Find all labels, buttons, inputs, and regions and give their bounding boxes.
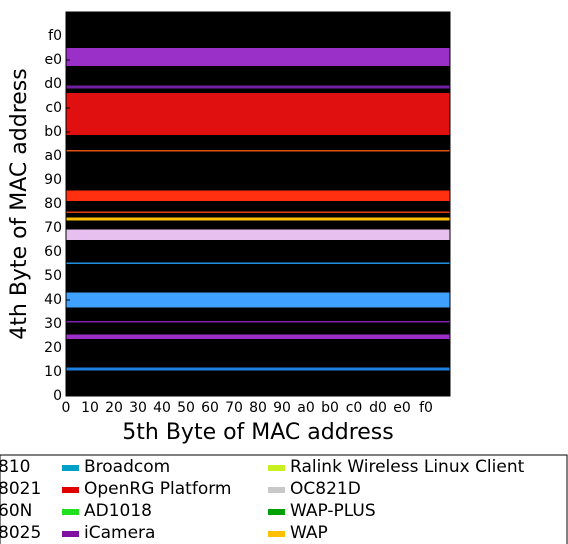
band xyxy=(66,150,450,152)
y-tick-label: 40 xyxy=(44,292,62,308)
band xyxy=(66,321,450,323)
legend-swatch xyxy=(268,531,285,537)
legend-box xyxy=(0,454,568,544)
legend-label: Broadcom xyxy=(84,457,170,477)
y-tick-label: e0 xyxy=(44,52,62,68)
band xyxy=(66,190,450,201)
band xyxy=(66,229,450,240)
legend-label: OpenRG Platform xyxy=(84,479,232,499)
x-axis-label: 5th Byte of MAC address xyxy=(122,420,393,445)
band xyxy=(66,292,450,308)
band xyxy=(66,211,450,213)
legend-swatch xyxy=(62,509,79,515)
x-tick-label: 80 xyxy=(249,400,267,416)
band xyxy=(66,93,450,135)
legend-swatch xyxy=(62,465,79,471)
y-tick-label: a0 xyxy=(45,148,63,164)
y-tick-label: 70 xyxy=(44,220,62,236)
y-tick-label: 0 xyxy=(53,388,62,404)
x-tick-label: b0 xyxy=(321,400,339,416)
y-tick-label: f0 xyxy=(48,28,62,44)
band xyxy=(66,367,450,371)
plot-background xyxy=(66,12,450,396)
x-tick-label: 30 xyxy=(129,400,147,416)
legend-label: 60N xyxy=(0,501,32,521)
x-tick-label: 50 xyxy=(177,400,195,416)
legend-label: WAP xyxy=(290,523,328,543)
band xyxy=(66,262,450,264)
y-tick-label: 20 xyxy=(44,340,62,356)
y-tick-label: 50 xyxy=(44,268,62,284)
legend-label: 810 xyxy=(0,457,30,477)
y-tick-label: 30 xyxy=(44,316,62,332)
x-tick-label: 90 xyxy=(273,400,291,416)
legend-label: AD1018 xyxy=(84,501,152,521)
x-tick-label: c0 xyxy=(346,400,363,416)
x-tick-label: 60 xyxy=(201,400,219,416)
legend-label: WAP-PLUS xyxy=(290,501,376,521)
legend-label: Ralink Wireless Linux Client xyxy=(290,457,525,477)
x-tick-label: 20 xyxy=(105,400,123,416)
x-tick-label: a0 xyxy=(297,400,315,416)
x-tick-label: 0 xyxy=(62,400,71,416)
y-tick-label: b0 xyxy=(44,124,62,140)
legend-swatch xyxy=(62,531,79,537)
legend-swatch xyxy=(268,509,285,515)
x-tick-label: 70 xyxy=(225,400,243,416)
legend-label: 8025 xyxy=(0,523,41,543)
x-tick-label: 10 xyxy=(81,400,99,416)
band xyxy=(66,334,450,339)
y-tick-label: d0 xyxy=(44,76,62,92)
x-tick-label: d0 xyxy=(369,400,387,416)
y-tick-label: 80 xyxy=(44,196,62,212)
band xyxy=(66,48,450,66)
legend-swatch xyxy=(62,487,79,493)
y-tick-label: 90 xyxy=(44,172,62,188)
x-tick-label: 40 xyxy=(153,400,171,416)
x-tick-label: f0 xyxy=(419,400,433,416)
legend-label: 8021 xyxy=(0,479,41,499)
y-tick-label: 60 xyxy=(44,244,62,260)
x-tick-label: e0 xyxy=(393,400,411,416)
legend-swatch xyxy=(268,487,285,493)
y-tick-label: 10 xyxy=(44,364,62,380)
legend-swatch xyxy=(268,465,285,471)
band xyxy=(66,217,450,221)
legend-label: iCamera xyxy=(84,523,155,543)
y-axis-label: 4th Byte of MAC address xyxy=(7,68,32,339)
legend-label: OC821D xyxy=(290,479,361,499)
y-tick-label: c0 xyxy=(45,100,62,116)
band xyxy=(66,85,450,89)
